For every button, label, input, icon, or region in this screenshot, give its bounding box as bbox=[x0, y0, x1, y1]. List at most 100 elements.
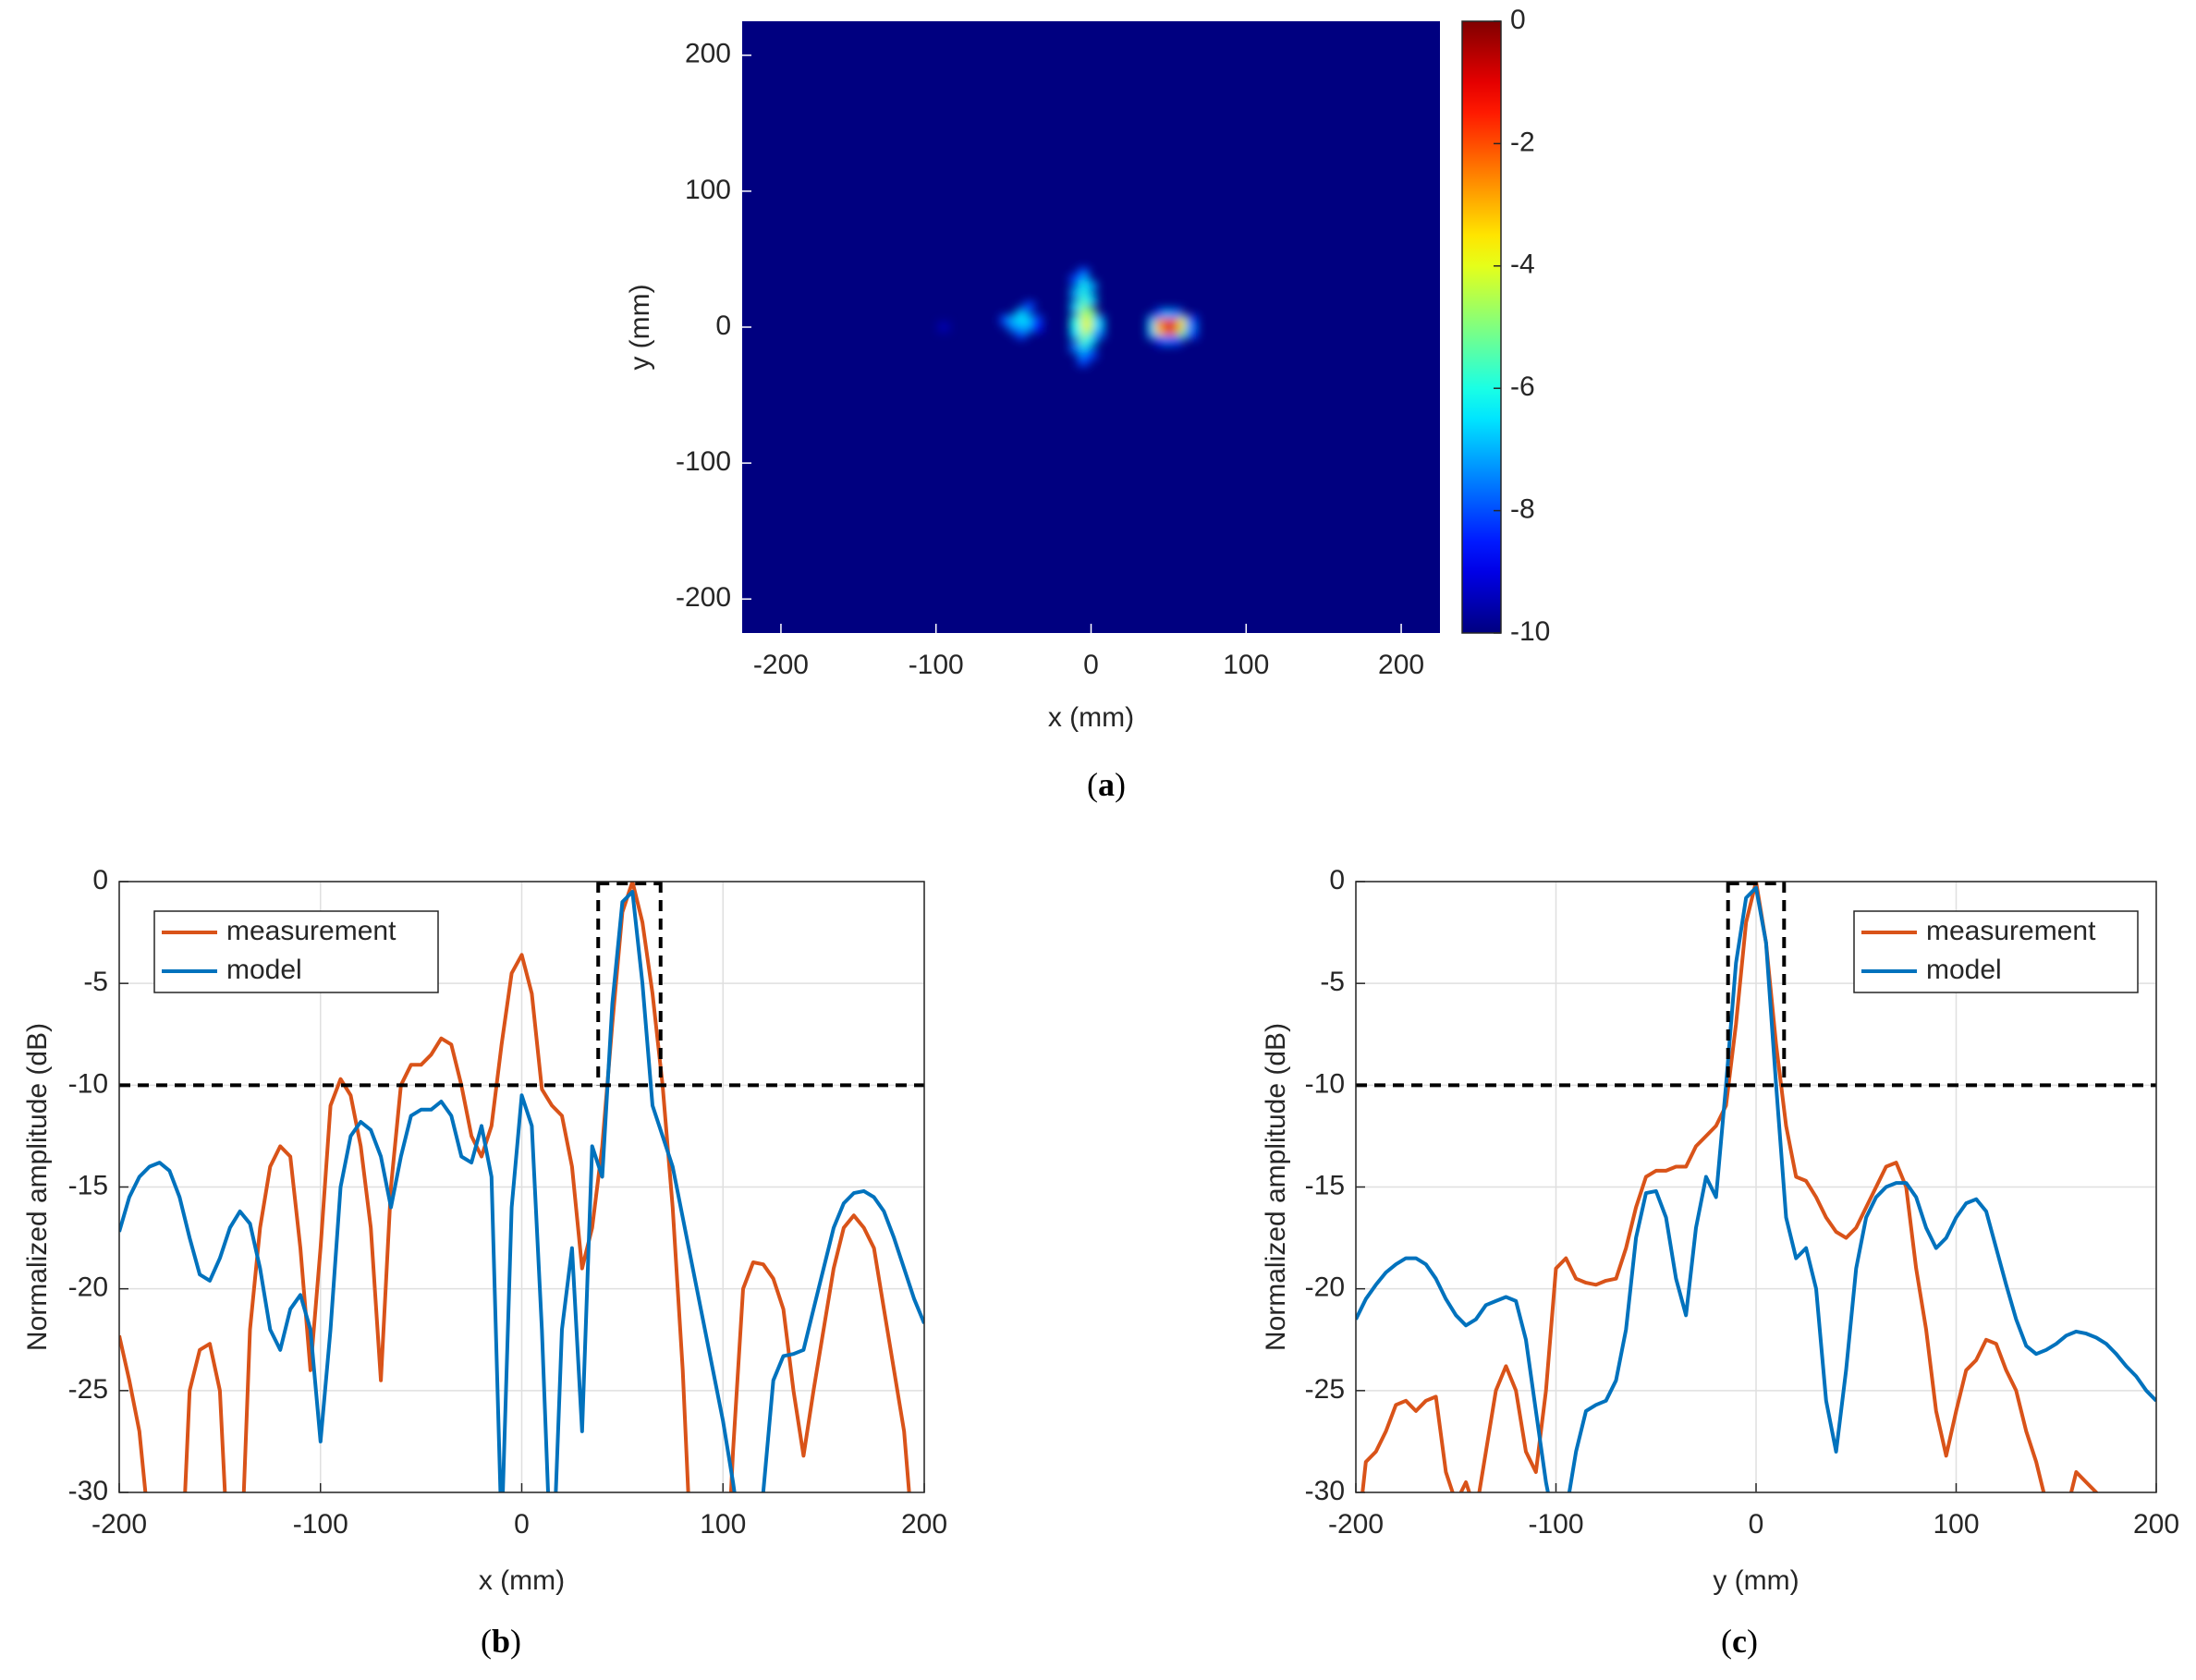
x-tick-label: -100 bbox=[1528, 1509, 1583, 1540]
heatmap-cell bbox=[1147, 315, 1159, 326]
heatmap-cell bbox=[1092, 322, 1105, 333]
plot-area bbox=[1356, 882, 2156, 1492]
heatmap-cell bbox=[1077, 295, 1090, 306]
heatmap-cell bbox=[1170, 308, 1183, 319]
heatmap-cell bbox=[1177, 315, 1190, 326]
heatmap-cell bbox=[1077, 281, 1090, 292]
legend-box bbox=[153, 910, 439, 993]
x-tick-label: 0 bbox=[514, 1509, 530, 1540]
heatmap-cell bbox=[1177, 322, 1190, 333]
heatmap-cell bbox=[1069, 342, 1082, 353]
x-tick-label: -100 bbox=[909, 650, 964, 680]
legend-box bbox=[1853, 910, 2139, 993]
heatmap-cell bbox=[1092, 328, 1105, 339]
heatmap-cell bbox=[1085, 348, 1097, 359]
colorbar-tick-label: 0 bbox=[1510, 5, 1526, 35]
y-tick-label: -5 bbox=[83, 967, 108, 997]
colorbar-tick-label: -2 bbox=[1510, 127, 1535, 157]
panel-label: (b) bbox=[481, 1623, 521, 1660]
legend-label: model bbox=[1926, 955, 2002, 985]
y-axis-label: Normalized amplitude (dB) bbox=[22, 1023, 53, 1351]
heatmap-cell bbox=[1154, 308, 1167, 319]
heatmap-cell bbox=[1007, 322, 1019, 333]
panel-label: (c) bbox=[1721, 1623, 1758, 1660]
heatmap-cell bbox=[1069, 315, 1082, 326]
y-tick-label: -20 bbox=[68, 1272, 108, 1303]
colorbar bbox=[1461, 20, 1502, 634]
y-tick-label: -200 bbox=[676, 582, 731, 613]
heatmap-cell bbox=[1069, 322, 1082, 333]
series-line bbox=[1356, 885, 2156, 1492]
heatmap-cell bbox=[1163, 315, 1175, 326]
x-tick-label: 200 bbox=[901, 1509, 947, 1540]
x-tick-label: -200 bbox=[1328, 1509, 1384, 1540]
heatmap-cell bbox=[1085, 295, 1097, 306]
heatmap-cell bbox=[1077, 301, 1090, 312]
heatmap-cell bbox=[1015, 308, 1028, 319]
x-tick-label: 0 bbox=[1083, 650, 1099, 680]
y-tick-label: -10 bbox=[68, 1068, 108, 1099]
y-axis-label: Normalized amplitude (dB) bbox=[1261, 1023, 1291, 1351]
series-line bbox=[1360, 882, 2099, 1492]
heatmap-cell bbox=[1085, 322, 1097, 333]
heatmap-cell bbox=[1015, 315, 1028, 326]
heatmap-cell bbox=[1023, 315, 1035, 326]
heatmap-cell bbox=[1077, 308, 1090, 319]
heatmap-cell bbox=[1092, 315, 1105, 326]
heatmap-cell bbox=[1163, 308, 1175, 319]
heatmap-cell bbox=[937, 322, 950, 333]
y-tick-label: -30 bbox=[68, 1476, 108, 1506]
legend-label: measurement bbox=[226, 916, 396, 946]
heatmap-cell bbox=[1170, 328, 1183, 339]
x-tick-label: 200 bbox=[2133, 1509, 2179, 1540]
colorbar-tick-label: -6 bbox=[1510, 371, 1535, 402]
x-axis-label: y (mm) bbox=[1713, 1565, 1799, 1596]
legend-label: measurement bbox=[1926, 916, 2096, 946]
heatmap-cell bbox=[1147, 328, 1159, 339]
heatmap-cell bbox=[1077, 335, 1090, 347]
plot-area bbox=[119, 882, 924, 1492]
heatmap-cell bbox=[1069, 287, 1082, 298]
heatmap-cell bbox=[1069, 301, 1082, 312]
heatmap-cell bbox=[1077, 348, 1090, 359]
heatmap-cell bbox=[1015, 328, 1028, 339]
heatmap-cell bbox=[1085, 308, 1097, 319]
heatmap-cells bbox=[937, 267, 1198, 367]
y-tick-label: 0 bbox=[92, 865, 108, 895]
y-tick-label: -20 bbox=[1305, 1272, 1345, 1303]
x-tick-label: -200 bbox=[92, 1509, 147, 1540]
y-tick-label: -30 bbox=[1305, 1476, 1345, 1506]
heatmap-cell bbox=[1170, 322, 1183, 333]
heatmap-cell bbox=[1085, 328, 1097, 339]
y-tick-label: 0 bbox=[1329, 865, 1345, 895]
heatmap-cell bbox=[1069, 328, 1082, 339]
heatmap-cell bbox=[1085, 281, 1097, 292]
heatmap-cell bbox=[1023, 301, 1035, 312]
x-tick-label: 100 bbox=[1933, 1509, 1979, 1540]
heatmap-cell bbox=[1077, 328, 1090, 339]
colorbar-tick-label: -8 bbox=[1510, 494, 1535, 525]
heatmap-cell bbox=[1177, 328, 1190, 339]
heatmap-cell bbox=[1077, 315, 1090, 326]
y-tick-label: 100 bbox=[685, 175, 731, 205]
heatmap-cell bbox=[1170, 315, 1183, 326]
heatmap-cell bbox=[1077, 322, 1090, 333]
heatmap-cell bbox=[999, 315, 1012, 326]
axes-box bbox=[118, 881, 925, 1493]
heatmap-cell bbox=[1186, 315, 1198, 326]
legend: measurement model bbox=[153, 910, 439, 993]
heatmap-cell bbox=[1077, 287, 1090, 298]
colorbar-tick-label: -4 bbox=[1510, 250, 1535, 280]
heatmap-cell bbox=[1077, 267, 1090, 278]
x-tick-label: 100 bbox=[1223, 650, 1269, 680]
series-line bbox=[119, 882, 911, 1492]
heatmap-cell bbox=[1163, 328, 1175, 339]
heatmap-cell bbox=[1069, 274, 1082, 286]
y-tick-label: -100 bbox=[676, 446, 731, 477]
y-tick-label: -10 bbox=[1305, 1068, 1345, 1099]
heatmap-cell bbox=[1154, 322, 1167, 333]
y-tick-label: -25 bbox=[1305, 1374, 1345, 1405]
x-axis-label: x (mm) bbox=[1048, 702, 1134, 733]
heatmap-cell bbox=[1077, 342, 1090, 353]
